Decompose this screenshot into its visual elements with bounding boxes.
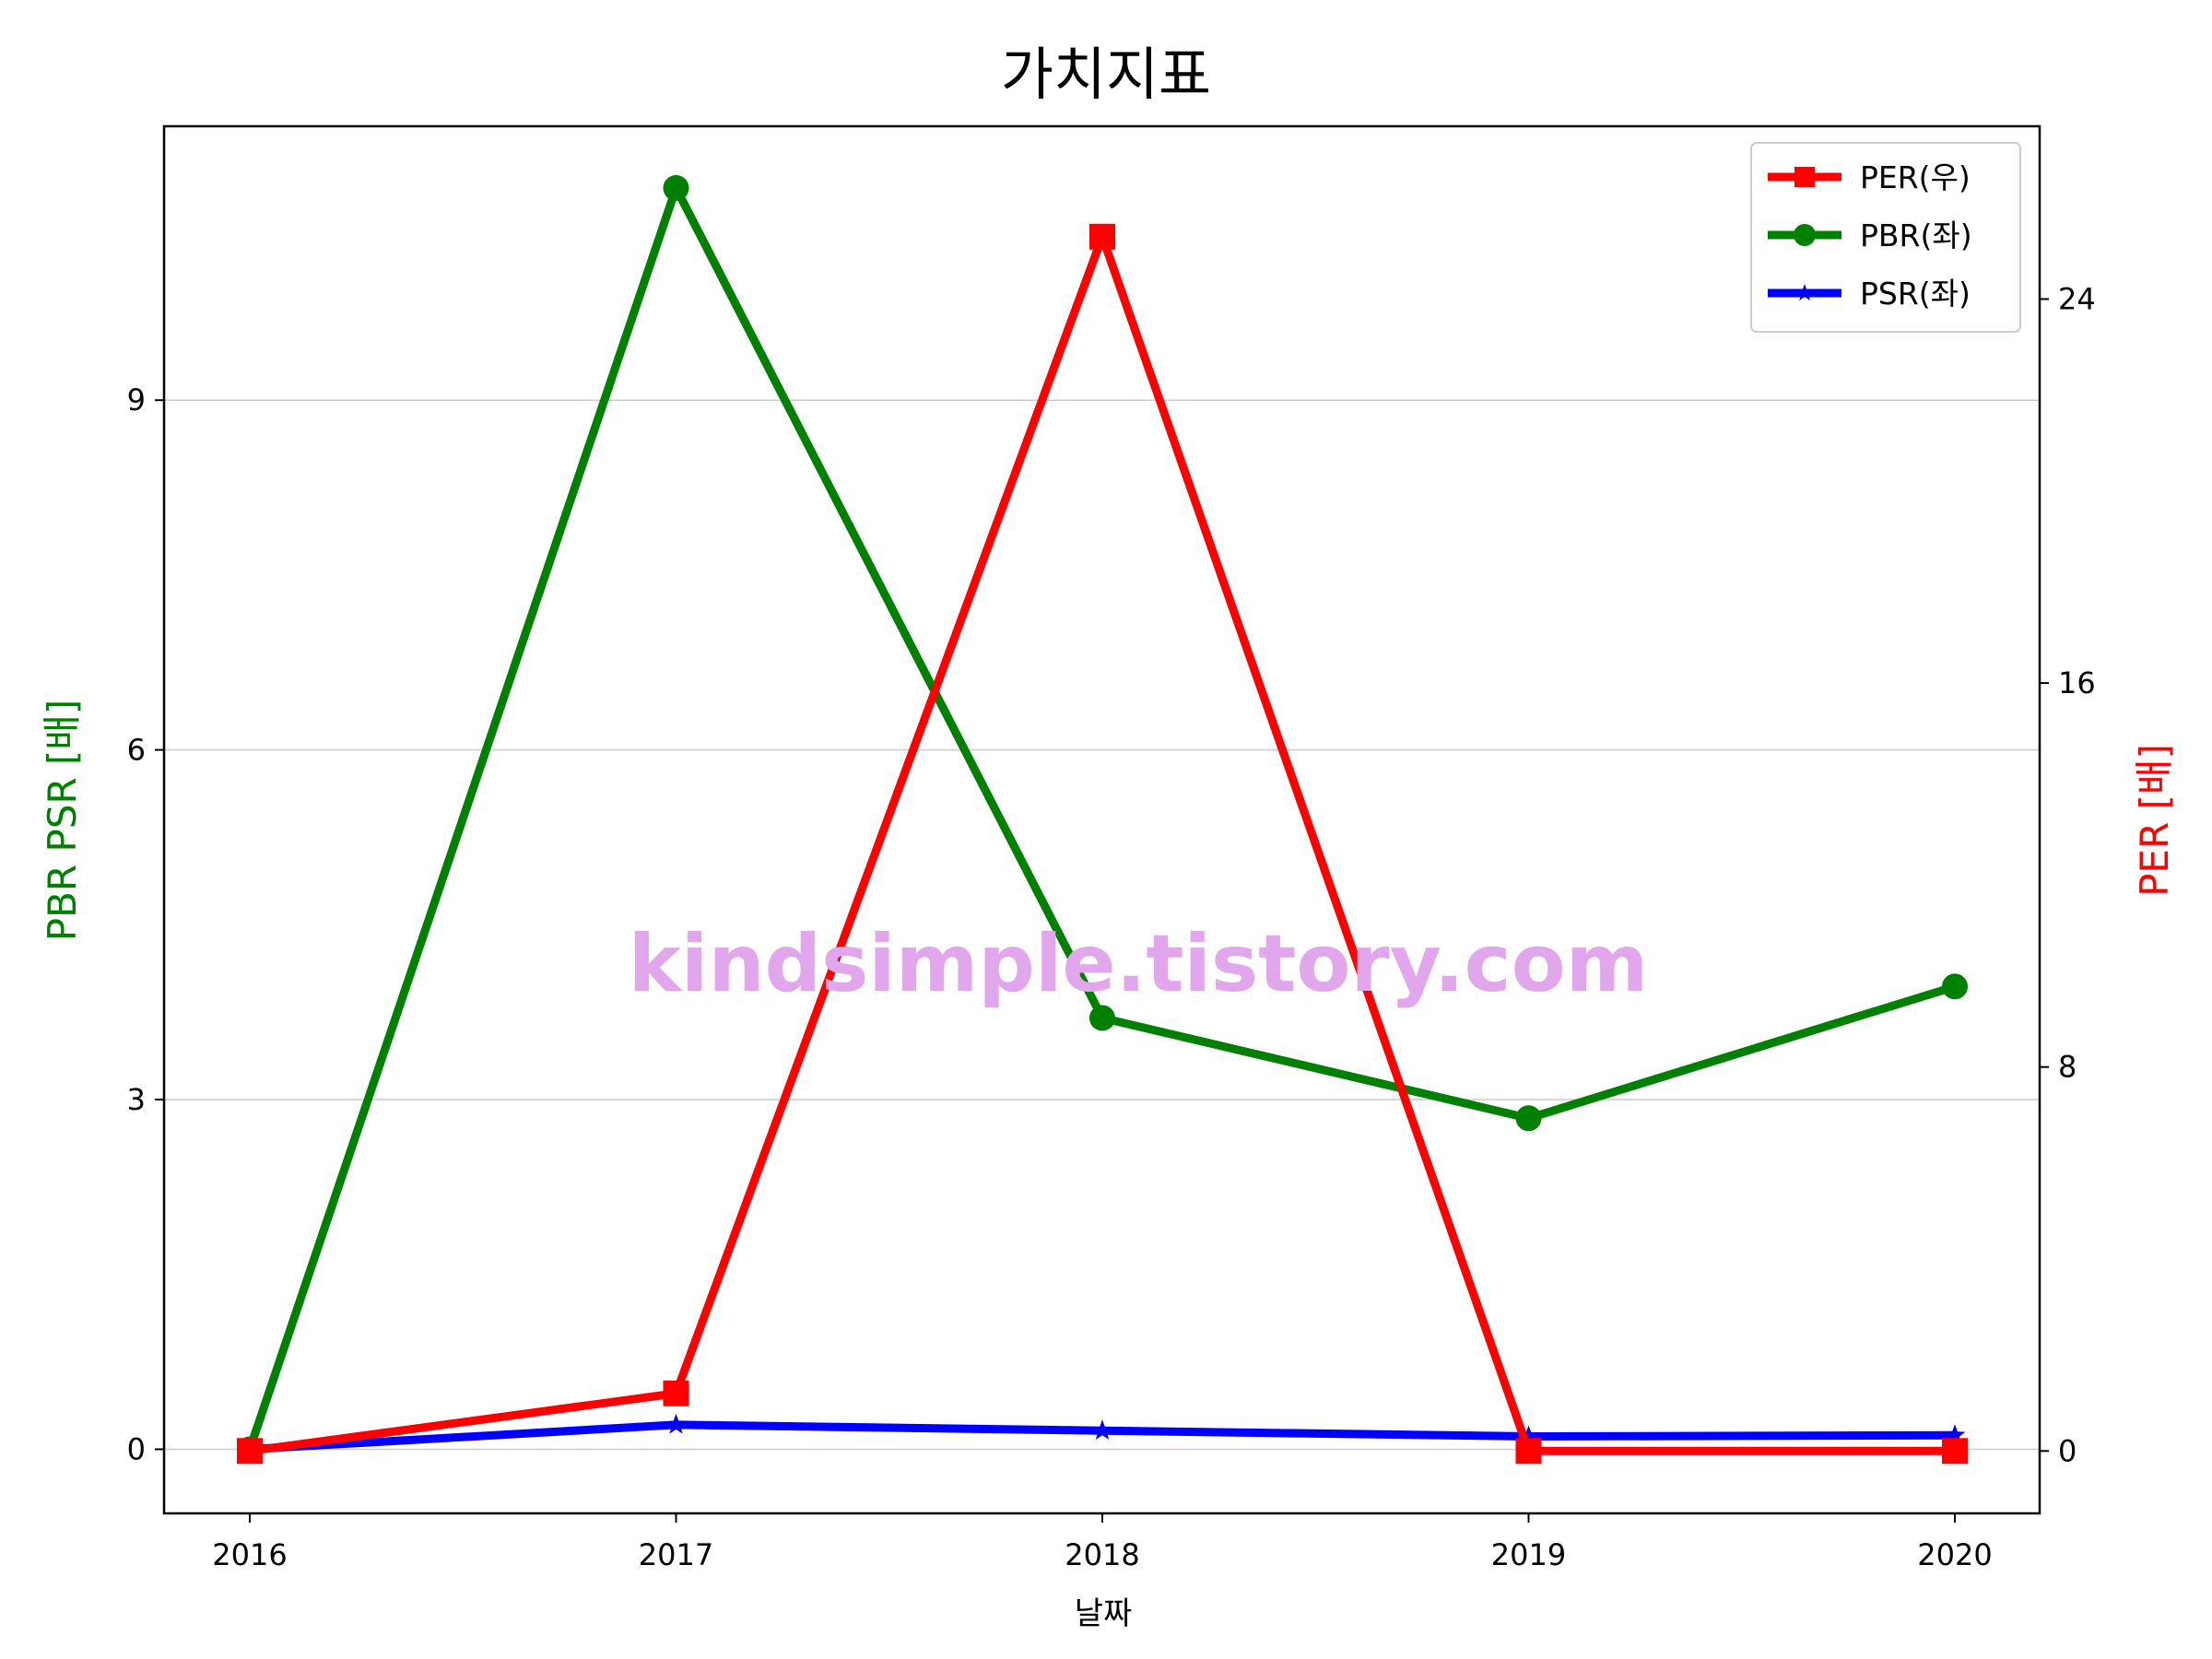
- data-point-square: [663, 1380, 689, 1406]
- x-axis-label: 날짜: [1075, 1595, 1133, 1632]
- right-tick-label: 24: [2058, 281, 2096, 316]
- left-axis-label: PBR PSR [배]: [40, 700, 85, 942]
- x-tick-label: 2018: [1065, 1537, 1139, 1572]
- legend-box: [1750, 142, 2021, 333]
- plot-frame: [162, 124, 2041, 1515]
- legend-item: PER(우): [1768, 159, 1971, 195]
- right-axis-label: PER [배]: [2132, 744, 2177, 897]
- data-point-square: [1515, 1438, 1542, 1465]
- x-tick-label: 2016: [212, 1537, 287, 1572]
- data-point-square: [1089, 223, 1115, 250]
- x-tick-label: 2017: [639, 1537, 713, 1572]
- series-circle: [237, 175, 1968, 1463]
- x-tick-label: 2020: [1917, 1537, 1992, 1572]
- data-point-star: [1091, 1419, 1113, 1440]
- data-point-circle: [1515, 1105, 1542, 1132]
- chart-title: 가치지표: [1001, 41, 1211, 108]
- left-axis-ticks: 0 3 6 9: [127, 382, 164, 1466]
- watermark: kindsimple.tistory.com: [629, 918, 1649, 1010]
- right-axis-ticks: 0 8 16 24: [2040, 281, 2096, 1468]
- series-square: [237, 223, 1968, 1465]
- legend-label: PSR(좌): [1860, 276, 1971, 312]
- legend-item: PSR(좌): [1768, 276, 1971, 312]
- data-point-star: [1944, 1424, 1966, 1444]
- left-tick-label: 3: [127, 1082, 146, 1117]
- data-point-circle: [1089, 1005, 1115, 1031]
- x-tick-label: 2019: [1491, 1537, 1566, 1572]
- series-line: [249, 232, 1955, 1455]
- right-tick-label: 8: [2058, 1050, 2077, 1085]
- series-layer: [237, 175, 1968, 1465]
- legend-item: PBR(좌): [1768, 218, 1972, 253]
- left-tick-label: 0: [127, 1431, 146, 1466]
- data-point-circle: [1942, 973, 1968, 1000]
- data-point-star: [1795, 284, 1814, 301]
- data-point-circle: [1794, 224, 1816, 246]
- legend: PER(우) PBR(좌) PSR(좌): [1750, 142, 2021, 333]
- legend-label: PBR(좌): [1860, 218, 1972, 253]
- legend-label: PER(우): [1860, 159, 1971, 195]
- data-point-square: [237, 1438, 263, 1465]
- right-tick-label: 16: [2058, 665, 2096, 700]
- left-tick-label: 9: [127, 382, 146, 418]
- right-tick-label: 0: [2058, 1433, 2077, 1468]
- data-point-square: [1942, 1438, 1968, 1465]
- series-line: [245, 183, 1957, 1451]
- left-tick-label: 6: [127, 733, 146, 768]
- data-point-square: [1794, 167, 1815, 187]
- data-point-star: [665, 1413, 687, 1434]
- data-point-circle: [663, 175, 689, 202]
- data-point-star: [1518, 1425, 1539, 1446]
- x-axis-ticks: 2016 2017 2018 2019 2020: [212, 1513, 1993, 1572]
